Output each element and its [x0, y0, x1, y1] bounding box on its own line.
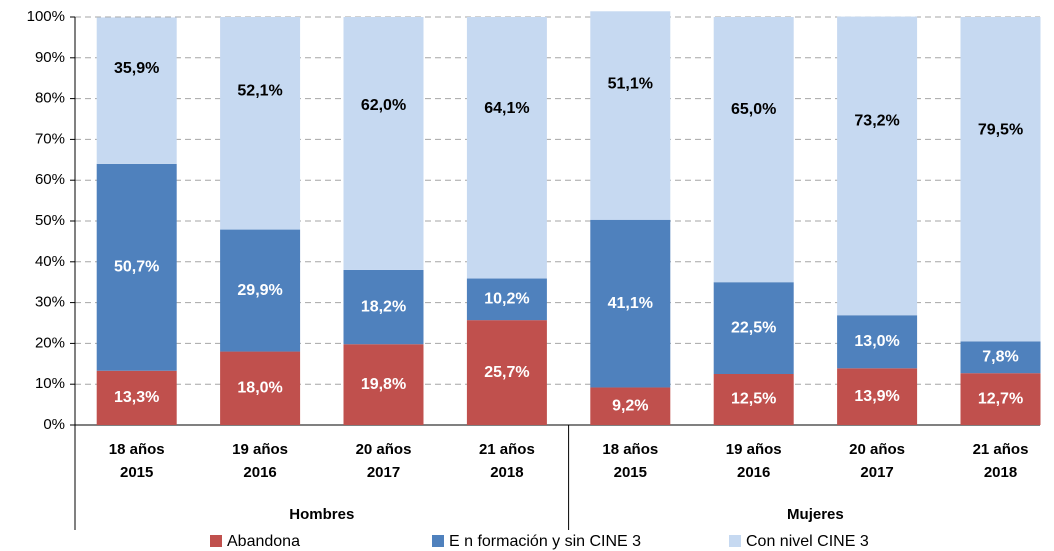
data-label: 41,1%	[608, 295, 653, 312]
legend-label: E n formación y sin CINE 3	[449, 533, 641, 550]
x-tick-label: 21 años	[479, 441, 535, 458]
y-tick-label: 20%	[35, 334, 65, 351]
bar-segment	[960, 373, 1041, 425]
data-label: 7,8%	[982, 348, 1018, 365]
bar-segment	[343, 269, 424, 345]
y-tick-label: 0%	[43, 416, 65, 433]
bar-segment	[96, 17, 177, 164]
data-label: 13,0%	[854, 333, 899, 350]
y-tick-label: 10%	[35, 375, 65, 392]
bar-segment	[220, 17, 301, 230]
y-tick-label: 30%	[35, 294, 65, 311]
bar-segment	[590, 219, 671, 388]
x-tick-label: 2016	[243, 464, 276, 481]
data-label: 64,1%	[484, 100, 529, 117]
y-tick-label: 100%	[27, 8, 65, 25]
data-label: 25,7%	[484, 364, 529, 381]
y-tick-label: 80%	[35, 90, 65, 107]
bar-segment	[466, 17, 547, 279]
bar-segment	[713, 17, 794, 283]
bar-segment	[466, 320, 547, 425]
data-label: 79,5%	[978, 122, 1023, 139]
group-label: Hombres	[289, 506, 354, 523]
bar-segment	[960, 17, 1041, 342]
x-tick-label: 2015	[614, 464, 647, 481]
x-tick-label: 2018	[490, 464, 523, 481]
bar-segment	[837, 315, 918, 369]
data-label: 12,7%	[978, 390, 1023, 407]
y-tick-label: 40%	[35, 253, 65, 270]
x-tick-label: 2016	[737, 464, 770, 481]
bar-segment	[590, 387, 671, 425]
data-label: 13,9%	[854, 388, 899, 405]
x-tick-label: 18 años	[109, 441, 165, 458]
legend-swatch	[210, 535, 222, 547]
y-tick-label: 70%	[35, 130, 65, 147]
x-tick-label: 21 años	[973, 441, 1029, 458]
x-tick-label: 2015	[120, 464, 153, 481]
data-label: 10,2%	[484, 291, 529, 308]
y-tick-label: 90%	[35, 49, 65, 66]
data-label: 18,2%	[361, 298, 406, 315]
data-label: 12,5%	[731, 391, 776, 408]
data-label: 51,1%	[608, 75, 653, 92]
y-tick-label: 60%	[35, 171, 65, 188]
data-label: 9,2%	[612, 397, 648, 414]
data-label: 52,1%	[237, 83, 282, 100]
bar-segment	[466, 278, 547, 321]
data-label: 29,9%	[237, 282, 282, 299]
x-tick-label: 20 años	[356, 441, 412, 458]
bar-segment	[343, 17, 424, 270]
data-label: 18,0%	[237, 379, 282, 396]
bar-segment	[96, 370, 177, 425]
bar-segment	[343, 344, 424, 425]
data-label: 19,8%	[361, 376, 406, 393]
data-label: 65,0%	[731, 101, 776, 118]
x-tick-label: 18 años	[602, 441, 658, 458]
data-label: 73,2%	[854, 112, 899, 129]
group-label: Mujeres	[787, 506, 844, 523]
bar-segment	[713, 282, 794, 374]
bar-segment	[837, 368, 918, 425]
data-label: 13,3%	[114, 389, 159, 406]
bar-segment	[220, 351, 301, 425]
legend-label: Con nivel CINE 3	[746, 533, 869, 550]
bar-segment	[590, 11, 671, 220]
y-tick-label: 50%	[35, 212, 65, 229]
x-tick-label: 2017	[367, 464, 400, 481]
bar-segment	[960, 341, 1041, 374]
legend-swatch	[432, 535, 444, 547]
x-tick-label: 2017	[860, 464, 893, 481]
legend-label: Abandona	[227, 533, 300, 550]
x-tick-label: 19 años	[232, 441, 288, 458]
x-tick-label: 20 años	[849, 441, 905, 458]
bar-segment	[837, 16, 918, 316]
legend-swatch	[729, 535, 741, 547]
data-label: 62,0%	[361, 97, 406, 114]
x-tick-label: 19 años	[726, 441, 782, 458]
bar-segment	[220, 229, 301, 352]
data-label: 35,9%	[114, 60, 159, 77]
x-tick-label: 2018	[984, 464, 1017, 481]
data-label: 50,7%	[114, 259, 159, 276]
bar-segment	[96, 163, 177, 371]
data-label: 22,5%	[731, 319, 776, 336]
bar-segment	[713, 374, 794, 425]
